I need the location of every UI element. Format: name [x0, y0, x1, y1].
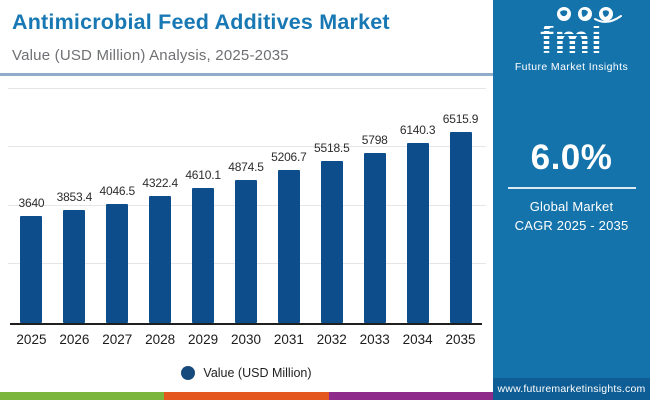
bar-value-label: 4610.1 — [185, 167, 221, 182]
chart-legend: Value (USD Million) — [0, 366, 493, 380]
cagr-label-line1: Global Market — [529, 199, 614, 214]
x-tick-label: 2030 — [230, 332, 261, 347]
header-divider — [0, 73, 493, 76]
gridline — [8, 88, 486, 89]
bar-column: 6140.3 — [396, 90, 439, 323]
bar-column: 3853.4 — [53, 90, 96, 323]
brand-side-panel: fmi Future Market Insights 6.0% Global M… — [493, 0, 650, 400]
x-tick-label: 2025 — [16, 332, 47, 347]
stripe-segment — [164, 392, 329, 400]
x-tick-label: 2028 — [145, 332, 176, 347]
bar-value-label: 4046.5 — [99, 184, 136, 199]
stripe-segment — [0, 392, 165, 400]
legend-marker — [181, 366, 196, 380]
bar-column: 4874.5 — [225, 90, 268, 323]
page-title: Antimicrobial Feed Additives Market — [12, 10, 390, 34]
page-subtitle: Value (USD Million) Analysis, 2025-2035 — [12, 47, 289, 64]
x-tick-label: 2026 — [59, 332, 90, 347]
x-tick-label: 2029 — [188, 332, 219, 347]
bar-value-label: 4322.4 — [142, 176, 178, 191]
logo-text: fmi — [493, 20, 650, 60]
x-tick-label: 2031 — [273, 332, 304, 347]
x-axis-labels: 2025 2026 2027 2028 2029 2030 2031 2032 2033 2034… — [10, 332, 482, 347]
bar-value-label: 3640 — [18, 196, 45, 211]
cagr-label-line2: CAGR 2025 - 2035 — [514, 217, 629, 233]
bar — [406, 142, 429, 323]
bar-value-label: 6140.3 — [399, 122, 436, 137]
bar — [20, 216, 43, 323]
bar-column: 4046.5 — [96, 90, 139, 323]
bar-value-label: 5798 — [361, 132, 388, 147]
bar-chart-plot: 3640 3853.4 4046.5 4322.4 4610.1 4874.5 5206.7… — [8, 88, 486, 325]
fmi-logo: fmi Future Market Insights — [493, 6, 650, 73]
bar — [320, 160, 343, 323]
bar-column: 3640 — [10, 90, 53, 323]
gridline — [8, 145, 486, 147]
bar — [234, 179, 257, 323]
bar-column: 4322.4 — [139, 90, 182, 323]
bar-value-label: 5206.7 — [271, 150, 307, 165]
x-tick-label: 2035 — [445, 332, 476, 347]
cagr-block: 6.0% Global Market CAGR 2025 - 2035 — [493, 138, 650, 236]
logo-tagline: Future Market Insights — [514, 60, 629, 73]
bar — [449, 131, 472, 323]
x-tick-label: 2027 — [102, 332, 133, 347]
x-tick-label: 2033 — [359, 332, 390, 347]
bar-value-label: 4874.5 — [228, 159, 264, 174]
chart-section: Antimicrobial Feed Additives Market Valu… — [0, 10, 493, 400]
x-tick-label: 2034 — [402, 332, 433, 347]
bar — [63, 209, 86, 323]
logo-globes-icon — [557, 7, 622, 23]
cagr-value: 6.0% — [530, 138, 613, 177]
stripe-segment — [328, 392, 493, 400]
bar-value-label: 5518.5 — [314, 140, 350, 155]
bar-column: 5798 — [353, 90, 396, 323]
legend-label: Value (USD Million) — [203, 366, 312, 380]
bar-column: 4610.1 — [182, 90, 225, 323]
bar — [363, 152, 386, 323]
bar — [277, 170, 300, 323]
bar-column: 6515.9 — [439, 90, 482, 323]
bar — [149, 196, 172, 323]
bottom-color-stripes — [0, 392, 493, 400]
cagr-divider — [507, 187, 636, 189]
bar-value-label: 3853.4 — [56, 189, 93, 204]
bar — [106, 204, 129, 323]
x-tick-label: 2032 — [316, 332, 347, 347]
bar-value-label: 6515.9 — [442, 111, 479, 126]
bar-column: 5206.7 — [267, 90, 310, 323]
bar — [192, 187, 215, 323]
website-link[interactable]: www.futuremarketinsights.com — [493, 378, 650, 400]
bar-column: 5518.5 — [310, 90, 353, 323]
